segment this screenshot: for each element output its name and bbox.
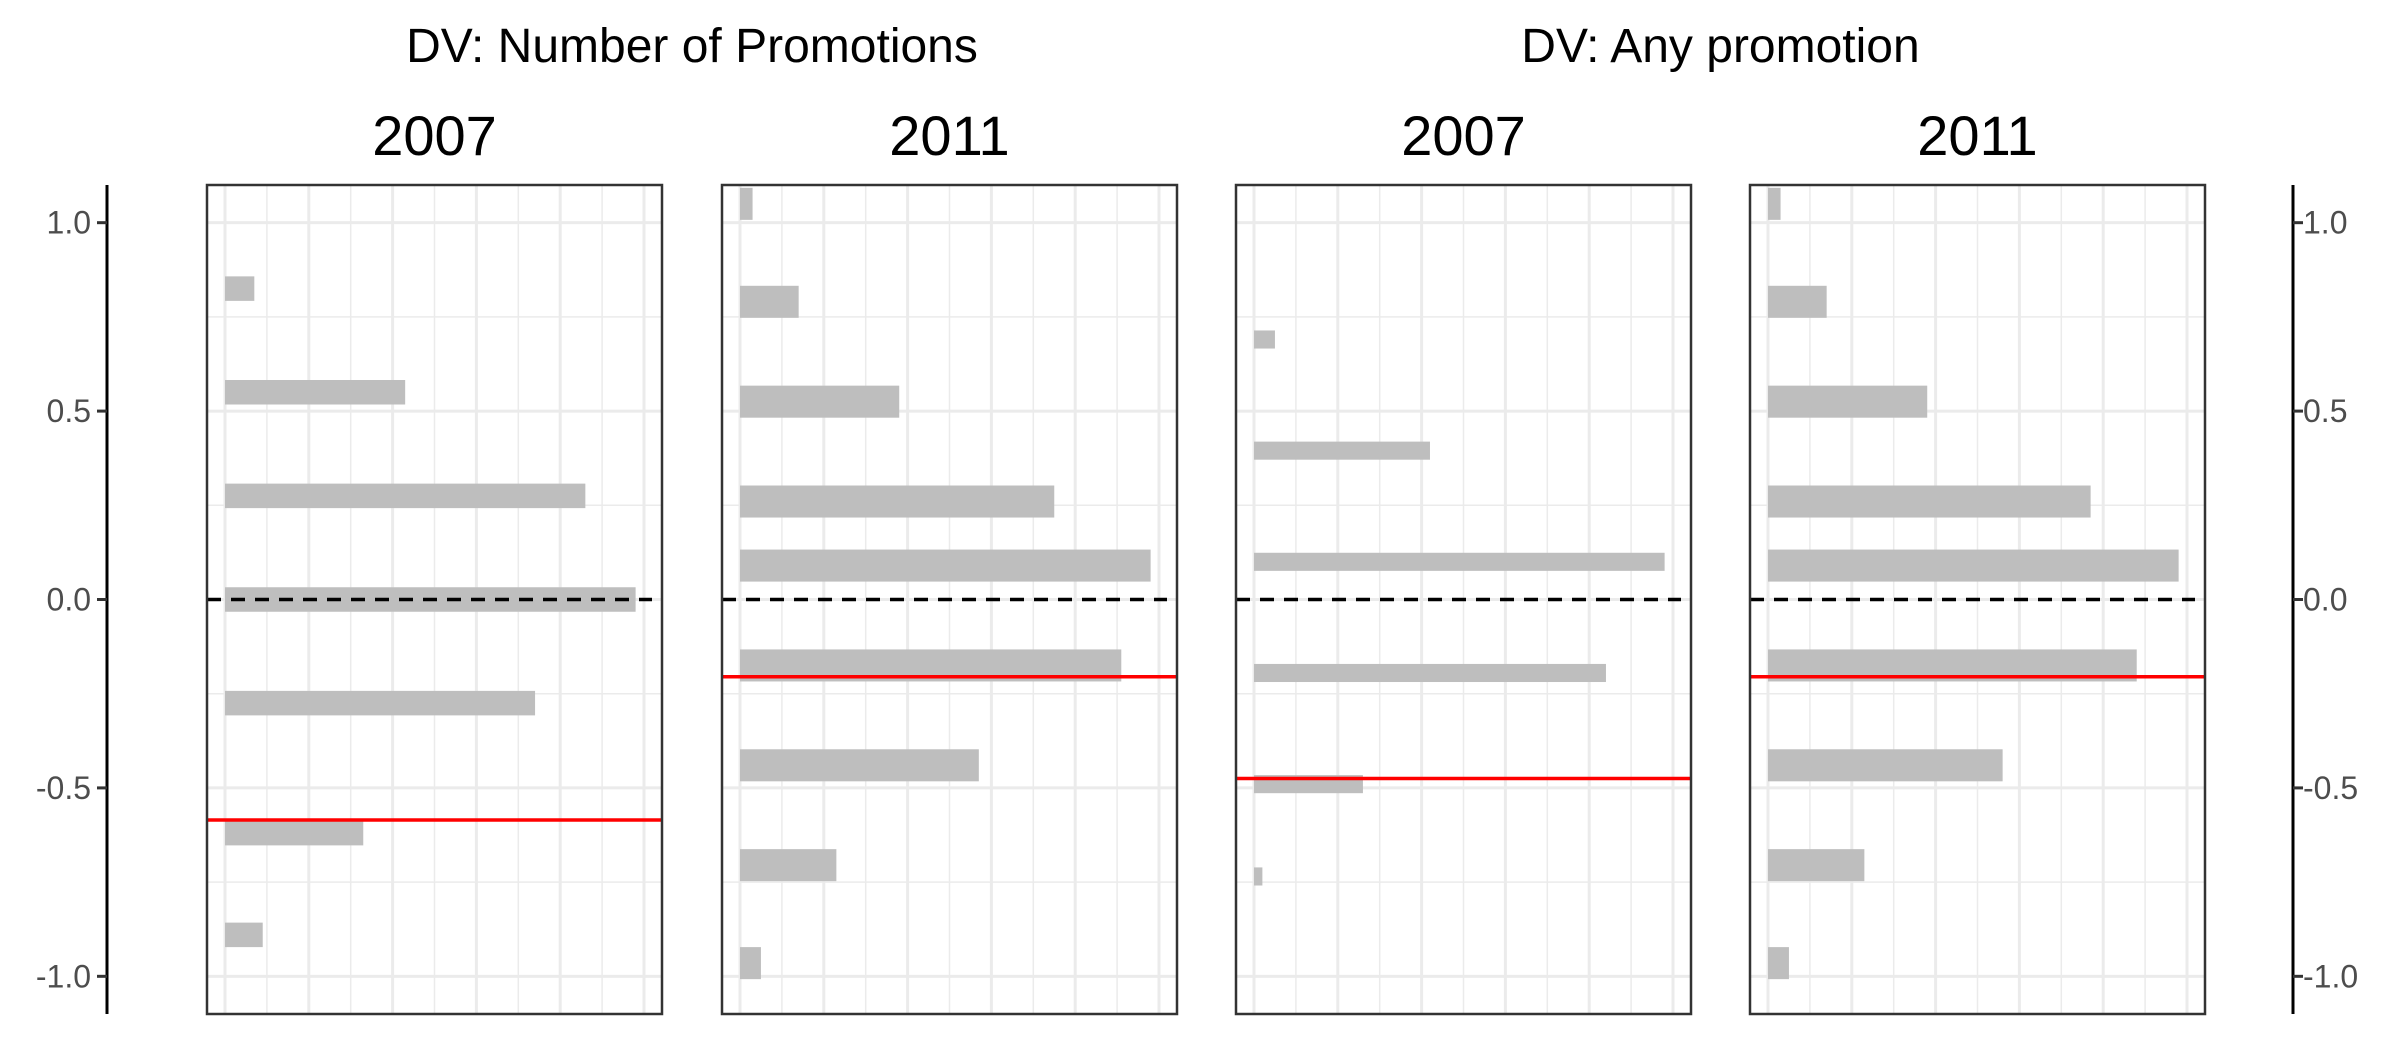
bar (225, 483, 586, 509)
y-tick-label-left: -0.5 (36, 770, 91, 806)
bar (740, 187, 753, 220)
bar (1768, 749, 2003, 782)
bar (1254, 867, 1263, 886)
bar (740, 549, 1151, 582)
bar (740, 849, 837, 882)
bar (1254, 441, 1430, 460)
bar (1768, 849, 1865, 882)
bar (1768, 285, 1827, 318)
y-tick-label-left: 0.5 (47, 393, 91, 429)
panel-frame (1748, 183, 2207, 1016)
bar (225, 922, 263, 948)
y-tick-label-right: -1.0 (2303, 958, 2358, 994)
bar (740, 285, 799, 318)
bar (740, 947, 761, 980)
bar (1254, 552, 1665, 571)
bar (1768, 485, 2091, 518)
group-title: DV: Any promotion (1521, 20, 1919, 73)
bar (225, 380, 406, 405)
panel-frame (1234, 183, 1693, 1016)
group-title: DV: Number of Promotions (406, 20, 978, 73)
panel-frame (205, 183, 664, 1016)
y-tick-label-left: 1.0 (47, 205, 91, 241)
bar (740, 749, 979, 782)
bar (225, 276, 255, 301)
y-tick-label-right: -0.5 (2303, 770, 2358, 806)
bar (225, 690, 536, 716)
bar (740, 385, 900, 418)
bar (1768, 947, 1789, 980)
panel-title: 2007 (372, 104, 497, 167)
bar (1254, 330, 1275, 349)
y-tick-label-left: -1.0 (36, 958, 91, 994)
y-tick-label-left: 0.0 (47, 582, 91, 618)
panel-title: 2011 (889, 104, 1009, 167)
bar (1768, 187, 1781, 220)
bar (1768, 549, 2179, 582)
bar (1254, 663, 1606, 683)
y-tick-label-right: 0.0 (2303, 582, 2347, 618)
y-tick-label-right: 1.0 (2303, 205, 2347, 241)
panel-title: 2011 (1917, 104, 2037, 167)
bar (225, 820, 364, 846)
bar (740, 485, 1055, 518)
panel-frame (720, 183, 1179, 1016)
y-tick-label-right: 0.5 (2303, 393, 2347, 429)
panel-title: 2007 (1401, 104, 1526, 167)
bar (1768, 385, 1928, 418)
